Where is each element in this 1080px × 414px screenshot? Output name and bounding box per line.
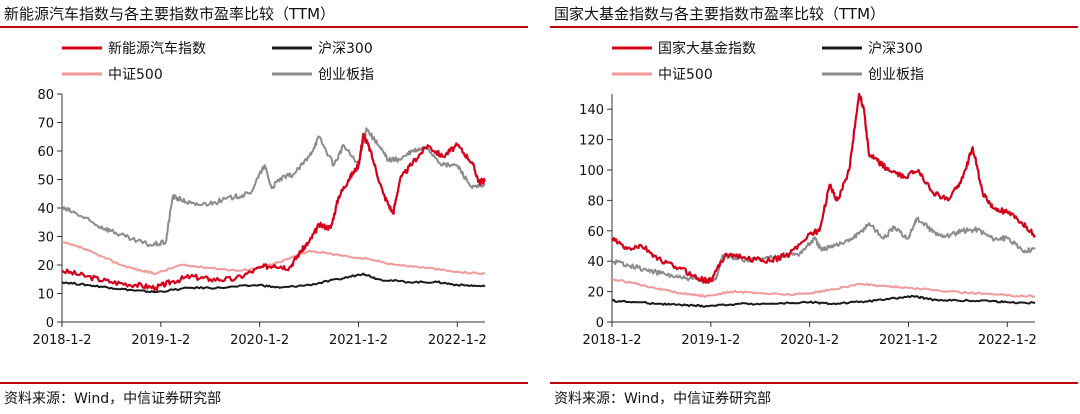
source-rule: [550, 382, 1078, 384]
legend-label: 中证500: [108, 67, 163, 83]
y-tick-label: 30: [37, 231, 54, 246]
legend-label: 国家大基金指数: [658, 40, 756, 57]
y-tick-label: 0: [596, 316, 604, 331]
y-tick-label: 20: [587, 286, 604, 301]
x-tick-label: 2021-1-2: [879, 333, 938, 348]
legend-label: 创业板指: [868, 67, 924, 83]
y-tick-label: 40: [37, 202, 54, 217]
x-tick-label: 2022-1-2: [428, 333, 487, 348]
legend-label: 中证500: [658, 67, 713, 83]
series-line-chinext: [611, 216, 1036, 285]
x-tick-label: 2020-1-2: [780, 333, 839, 348]
title-rule: [550, 26, 1078, 28]
legend-label: 新能源汽车指数: [108, 40, 206, 57]
y-tick-label: 20: [37, 259, 54, 274]
x-tick-label: 2018-1-2: [582, 333, 641, 348]
line-chart: 0 20 40 60 80 100 120 140 2018-1-2 2019-1-2 2020-1…: [579, 40, 1037, 348]
x-tick-label: 2021-1-2: [329, 333, 388, 348]
chart-title: 国家大基金指数与各主要指数市盈率比较（TTM）: [554, 5, 886, 23]
series-line-hs300: [611, 294, 1036, 308]
series-line-chinext: [61, 127, 486, 248]
y-tick-label: 120: [579, 134, 604, 149]
series-line-csi500: [611, 278, 1036, 298]
y-tick-label: 80: [587, 194, 604, 209]
y-tick-label: 100: [579, 164, 604, 179]
series-line-main_series: [61, 132, 486, 292]
x-tick-label: 2019-1-2: [131, 333, 190, 348]
x-tick-label: 2020-1-2: [230, 333, 289, 348]
y-tick-label: 140: [579, 103, 604, 118]
y-tick-label: 50: [37, 174, 54, 189]
series-line-csi500: [61, 241, 486, 276]
y-tick-label: 60: [587, 225, 604, 240]
legend-label: 沪深300: [868, 41, 923, 57]
x-tick-label: 2022-1-2: [978, 333, 1037, 348]
title-rule: [0, 26, 528, 28]
series-line-main_series: [611, 92, 1036, 284]
series-line-hs300: [61, 272, 486, 294]
x-tick-label: 2018-1-2: [32, 333, 91, 348]
source-note: 资料来源：Wind，中信证券研究部: [4, 391, 222, 407]
y-tick-label: 60: [37, 145, 54, 160]
chart-panel-big-fund: 国家大基金指数与各主要指数市盈率比较（TTM） 0 20 40 60 80 100 120 1…: [550, 0, 1080, 414]
y-tick-label: 0: [46, 316, 54, 331]
line-chart: 0 10 20 30 40 50 60 70 80 2018-1-2 2019-1-2 2020-1-…: [32, 40, 487, 348]
y-tick-label: 10: [37, 288, 54, 303]
x-tick-label: 2019-1-2: [681, 333, 740, 348]
source-note: 资料来源：Wind，中信证券研究部: [554, 391, 772, 407]
y-tick-label: 70: [37, 117, 54, 132]
chart-panel-nev: 新能源汽车指数与各主要指数市盈率比较（TTM） 0 10 20 30 40 50 60 70 8…: [0, 0, 530, 414]
legend-label: 沪深300: [318, 41, 373, 57]
source-rule: [0, 382, 528, 384]
chart-title: 新能源汽车指数与各主要指数市盈率比较（TTM）: [4, 5, 336, 23]
y-tick-label: 80: [37, 88, 54, 103]
legend-label: 创业板指: [318, 67, 374, 83]
y-tick-label: 40: [587, 255, 604, 270]
